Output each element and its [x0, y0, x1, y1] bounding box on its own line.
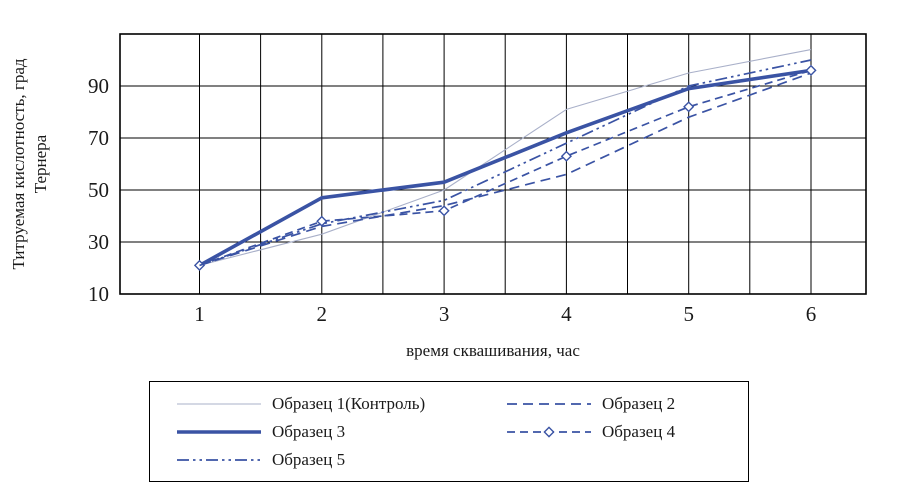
legend: Образец 1(Контроль) Образец 2 Образец 3 Обр…: [148, 381, 749, 482]
diamond-marker: [805, 64, 817, 76]
legend-label: Образец 3: [272, 421, 346, 441]
x-tick-label: 2: [317, 302, 328, 326]
legend-sample-dashdot: [177, 458, 261, 461]
series-line-2: [199, 72, 812, 267]
legend-label: Образец 2: [602, 393, 676, 413]
diamond-marker: [316, 215, 328, 227]
series-line-3: [198, 68, 812, 267]
x-tick-label: 3: [439, 302, 450, 326]
legend-sample-thick: [177, 429, 261, 434]
legend-label: Образец 1(Контроль): [272, 393, 426, 413]
diamond-marker: [683, 101, 695, 113]
legend-sample-dashed: [507, 402, 591, 405]
legend-label: Образец 4: [602, 421, 676, 441]
series-line-4: [199, 69, 812, 267]
legend-item: Образец 2: [491, 391, 736, 416]
chart-svg: 10 30 50 70 90 1 2 3 4 5 6 Титруемая кислотность, …: [9, 33, 867, 360]
x-tick-label: 4: [561, 302, 572, 326]
y-tick-label: 70: [88, 126, 109, 150]
y-tick-label: 10: [88, 282, 109, 306]
series-line-1: [199, 49, 812, 266]
diamond-marker: [438, 205, 450, 217]
legend-item: Образец 3: [161, 419, 491, 444]
legend-item: Образец 1(Контроль): [161, 391, 491, 416]
x-tick-label: 1: [194, 302, 205, 326]
x-tick-label: 5: [683, 302, 694, 326]
series-line-5: [199, 59, 812, 267]
legend-item: Образец 4: [491, 419, 736, 444]
y-axis-title-line-2: Тернера: [31, 134, 50, 193]
x-axis-title: время сквашивания, час: [406, 341, 580, 360]
plot-border: [119, 33, 867, 295]
grid-group: [119, 33, 867, 295]
legend-label: Образец 5: [272, 449, 346, 469]
y-tick-label: 30: [88, 230, 109, 254]
y-axis-title-line-1: Титруемая кислотность, град: [9, 58, 28, 269]
y-tick-label: 90: [88, 74, 109, 98]
legend-item: Образец 5: [161, 447, 491, 472]
diamond-marker: [560, 150, 572, 162]
series-group: [193, 49, 817, 271]
y-tick-label: 50: [88, 178, 109, 202]
legend-sample-dash-diamond: [507, 425, 591, 438]
diamond-marker: [543, 425, 555, 438]
ticks-group: 10 30 50 70 90 1 2 3 4 5 6: [88, 74, 816, 326]
x-tick-label: 6: [806, 302, 817, 326]
legend-sample-thin: [177, 402, 261, 405]
